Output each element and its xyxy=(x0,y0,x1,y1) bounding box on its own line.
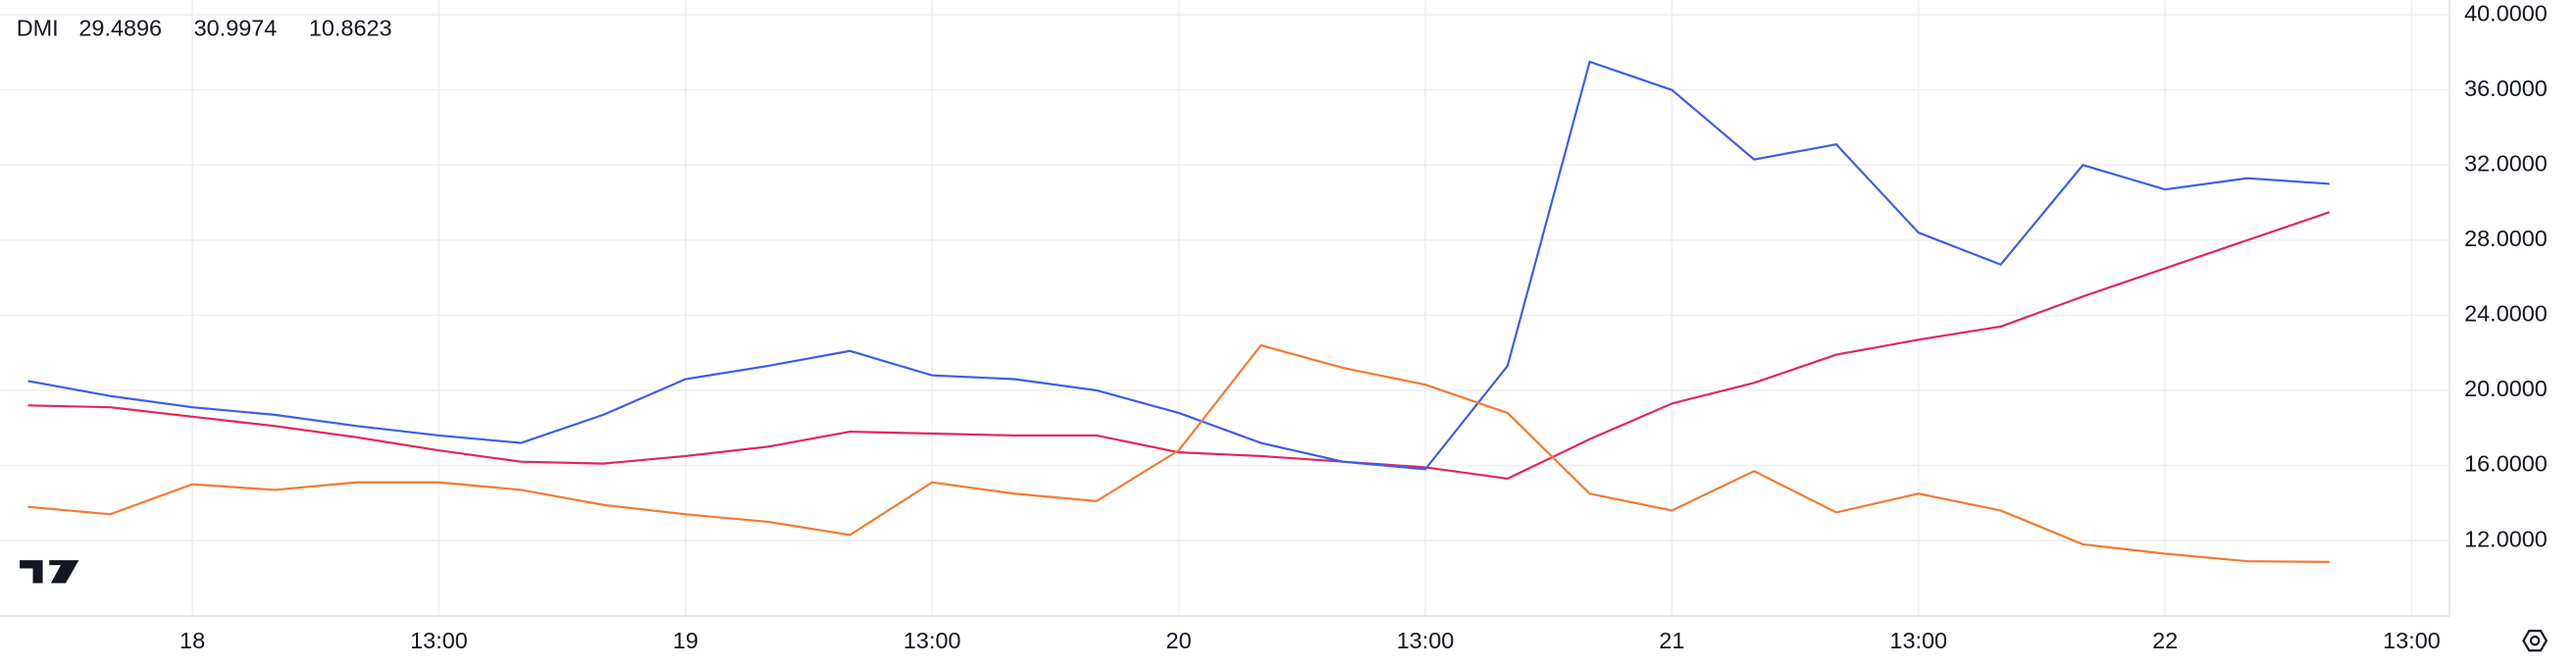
x-tick-label: 13:00 xyxy=(1889,628,1947,653)
grid xyxy=(0,0,2450,617)
series-line xyxy=(27,343,2330,563)
x-tick-label: 21 xyxy=(1659,628,1684,653)
indicator-name: DMI xyxy=(17,15,59,40)
x-tick-label: 18 xyxy=(180,628,205,653)
series-line xyxy=(27,60,2330,471)
x-tick-label: 20 xyxy=(1166,628,1192,653)
series-line xyxy=(27,211,2331,481)
x-tick-label: 13:00 xyxy=(410,628,468,653)
settings-icon[interactable] xyxy=(2522,630,2549,652)
y-tick-label: 16.0000 xyxy=(2464,451,2548,477)
y-tick-label: 12.0000 xyxy=(2464,526,2548,551)
legend-value: 29.4896 xyxy=(78,15,162,40)
x-tick-label: 13:00 xyxy=(1397,628,1455,653)
labels: 12.0000 16.0000 20.0000 24.0000 28.0000 32.00… xyxy=(180,0,2548,653)
logo[interactable] xyxy=(20,560,79,584)
y-tick-label: 36.0000 xyxy=(2464,76,2548,101)
x-tick-label: 22 xyxy=(2152,628,2178,653)
x-tick-label: 13:00 xyxy=(903,628,961,653)
y-tick-label: 40.0000 xyxy=(2464,0,2548,26)
y-tick-label: 20.0000 xyxy=(2464,376,2548,401)
y-tick-label: 24.0000 xyxy=(2464,301,2548,327)
lines xyxy=(27,60,2331,563)
legend-value: 10.8623 xyxy=(309,15,392,40)
legend-value: 30.9974 xyxy=(194,15,278,40)
y-tick-label: 32.0000 xyxy=(2464,150,2548,176)
y-tick-label: 28.0000 xyxy=(2464,226,2548,251)
x-tick-label: 19 xyxy=(673,628,698,653)
x-tick-label: 13:00 xyxy=(2383,628,2441,653)
